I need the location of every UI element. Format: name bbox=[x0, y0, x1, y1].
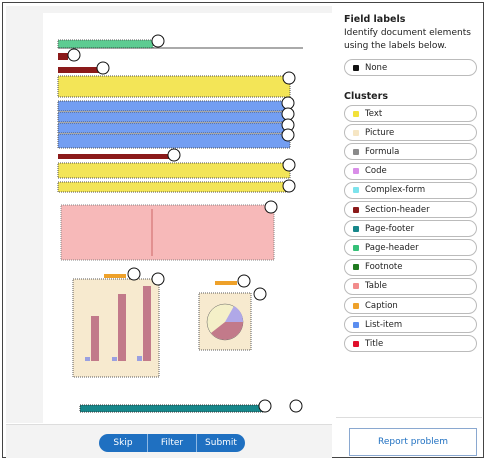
clusters-title: Clusters bbox=[344, 91, 388, 102]
cluster-button[interactable]: Formula bbox=[344, 143, 477, 161]
cluster-button[interactable]: Page-header bbox=[344, 239, 477, 257]
cluster-label: Code bbox=[365, 166, 387, 177]
none-label: None bbox=[365, 62, 388, 73]
cluster-label: Title bbox=[365, 338, 384, 349]
report-button[interactable]: Report problem bbox=[349, 428, 477, 456]
cluster-swatch bbox=[353, 264, 359, 271]
cluster-label: Section-header bbox=[365, 204, 430, 215]
label-panel: Field labels Identify document elements … bbox=[336, 6, 482, 456]
submit-button[interactable]: Submit bbox=[197, 434, 245, 452]
panel-title: Field labels bbox=[344, 14, 406, 25]
skip-button[interactable]: Skip bbox=[99, 434, 148, 452]
cluster-swatch bbox=[353, 321, 359, 328]
cluster-swatch bbox=[353, 148, 359, 155]
cluster-button[interactable]: Page-footer bbox=[344, 220, 477, 238]
cluster-swatch bbox=[353, 225, 359, 232]
document-viewer bbox=[6, 6, 332, 423]
cluster-button[interactable]: Caption bbox=[344, 297, 477, 314]
cluster-label: List-item bbox=[365, 319, 403, 330]
cluster-swatch bbox=[353, 187, 359, 194]
filter-button[interactable]: Filter bbox=[148, 434, 197, 452]
cluster-label: Formula bbox=[365, 146, 400, 157]
document-preview bbox=[43, 13, 332, 423]
cluster-button[interactable]: Footnote bbox=[344, 258, 477, 276]
cluster-label: Complex-form bbox=[365, 185, 426, 196]
cluster-swatch bbox=[353, 302, 359, 309]
cluster-swatch bbox=[353, 110, 359, 117]
cluster-label: Text bbox=[365, 108, 383, 119]
cluster-label: Page-footer bbox=[365, 223, 415, 234]
button-group: Skip Filter Submit bbox=[99, 434, 245, 452]
none-button[interactable]: None bbox=[344, 59, 477, 76]
cluster-button[interactable]: Text bbox=[344, 105, 477, 122]
cluster-swatch bbox=[353, 168, 359, 175]
cluster-button[interactable]: List-item bbox=[344, 316, 477, 334]
cluster-label: Caption bbox=[365, 300, 398, 311]
cluster-button[interactable]: Code bbox=[344, 162, 477, 180]
cluster-button[interactable]: Table bbox=[344, 277, 477, 295]
cluster-button[interactable]: Complex-form bbox=[344, 181, 477, 199]
cluster-button[interactable]: Section-header bbox=[344, 201, 477, 218]
cluster-label: Page-header bbox=[365, 242, 419, 253]
cluster-swatch bbox=[353, 206, 359, 213]
cluster-label: Table bbox=[365, 281, 387, 292]
cluster-swatch bbox=[353, 129, 359, 136]
action-bar: Skip Filter Submit bbox=[6, 424, 332, 458]
cluster-button[interactable]: Title bbox=[344, 335, 477, 353]
cluster-swatch bbox=[353, 283, 359, 290]
cluster-swatch bbox=[353, 244, 359, 251]
panel-description: Identify document elements using the lab… bbox=[344, 28, 471, 51]
cluster-label: Picture bbox=[365, 127, 395, 138]
cluster-swatch bbox=[353, 340, 359, 347]
cluster-button[interactable]: Picture bbox=[344, 124, 477, 142]
cluster-label: Footnote bbox=[365, 262, 403, 273]
